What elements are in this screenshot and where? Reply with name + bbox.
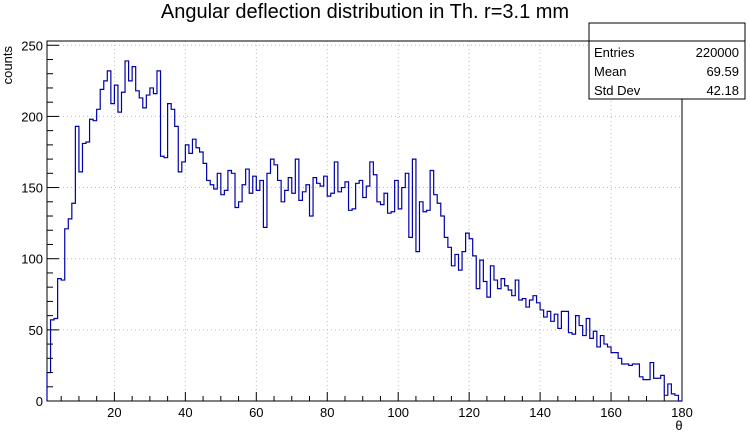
y-axis: 0 50 100 150 200 250 — [21, 38, 59, 409]
stats-entries-value: 220000 — [696, 45, 739, 60]
x-tick-label: 20 — [107, 405, 121, 420]
x-tick-label: 80 — [320, 405, 334, 420]
stats-stddev-label: Std Dev — [594, 83, 641, 98]
x-tick-label: 60 — [249, 405, 263, 420]
y-tick-label: 150 — [21, 181, 43, 196]
stats-mean-label: Mean — [594, 64, 627, 79]
stats-entries-label: Entries — [594, 45, 635, 60]
stats-mean-value: 69.59 — [706, 64, 739, 79]
y-tick-label: 0 — [36, 394, 43, 409]
y-axis-label: counts — [0, 46, 15, 85]
x-tick-label: 120 — [458, 405, 480, 420]
x-tick-label: 160 — [600, 405, 622, 420]
x-tick-label: 140 — [529, 405, 551, 420]
stats-box-frame — [588, 22, 746, 100]
chart-title: Angular deflection distribution in Th. r… — [161, 1, 569, 23]
y-tick-label: 100 — [21, 252, 43, 267]
x-tick-label: 40 — [178, 405, 192, 420]
x-axis-label: θ — [675, 418, 682, 433]
x-axis: 20 40 60 80 100 120 140 160 180 — [60, 392, 693, 420]
grid-lines — [47, 41, 682, 401]
y-tick-label: 250 — [21, 38, 43, 53]
plot-frame — [46, 40, 683, 402]
stats-stddev-value: 42.18 — [706, 83, 739, 98]
histogram-line — [46, 60, 682, 402]
x-tick-label: 100 — [387, 405, 409, 420]
stats-box: Entries 220000 Mean 69.59 Std Dev 42.18 — [588, 22, 746, 100]
x-tick-label: 180 — [671, 405, 693, 420]
y-tick-label: 200 — [21, 109, 43, 124]
y-tick-label: 50 — [29, 323, 43, 338]
